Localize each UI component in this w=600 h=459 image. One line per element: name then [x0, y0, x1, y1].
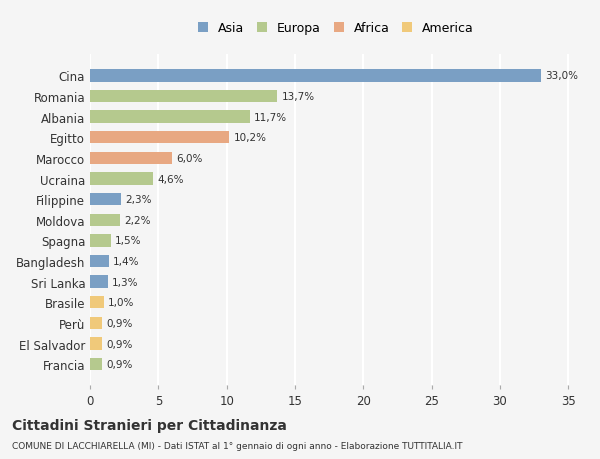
Bar — [90, 317, 102, 330]
Text: 10,2%: 10,2% — [233, 133, 266, 143]
Bar — [90, 111, 250, 123]
Text: 0,9%: 0,9% — [106, 318, 133, 328]
Text: 11,7%: 11,7% — [254, 112, 287, 123]
Bar — [90, 173, 153, 185]
Text: 13,7%: 13,7% — [281, 92, 314, 102]
Text: 1,4%: 1,4% — [113, 257, 140, 267]
Bar — [90, 276, 108, 288]
Text: 33,0%: 33,0% — [545, 71, 578, 81]
Bar — [90, 338, 102, 350]
Bar — [90, 214, 120, 226]
Bar — [90, 194, 121, 206]
Bar — [90, 132, 229, 144]
Bar — [90, 91, 277, 103]
Legend: Asia, Europa, Africa, America: Asia, Europa, Africa, America — [194, 18, 478, 39]
Text: 2,3%: 2,3% — [125, 195, 152, 205]
Bar — [90, 255, 109, 268]
Bar — [90, 152, 172, 165]
Text: 1,5%: 1,5% — [115, 236, 141, 246]
Text: 1,3%: 1,3% — [112, 277, 139, 287]
Text: 6,0%: 6,0% — [176, 154, 202, 163]
Bar — [90, 70, 541, 83]
Bar — [90, 235, 110, 247]
Text: 0,9%: 0,9% — [106, 359, 133, 369]
Bar — [90, 297, 104, 309]
Bar — [90, 358, 102, 370]
Text: 2,2%: 2,2% — [124, 215, 151, 225]
Text: 1,0%: 1,0% — [108, 297, 134, 308]
Text: 4,6%: 4,6% — [157, 174, 184, 184]
Text: COMUNE DI LACCHIARELLA (MI) - Dati ISTAT al 1° gennaio di ogni anno - Elaborazio: COMUNE DI LACCHIARELLA (MI) - Dati ISTAT… — [12, 441, 463, 450]
Text: Cittadini Stranieri per Cittadinanza: Cittadini Stranieri per Cittadinanza — [12, 418, 287, 431]
Text: 0,9%: 0,9% — [106, 339, 133, 349]
